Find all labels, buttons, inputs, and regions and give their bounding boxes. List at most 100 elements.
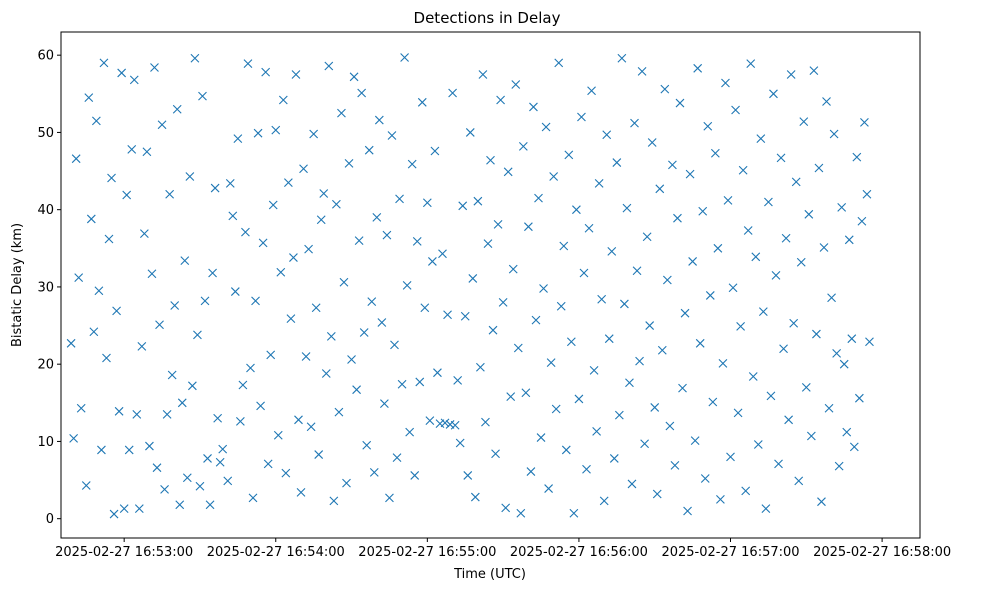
data-point (657, 345, 667, 355)
data-point (721, 78, 730, 88)
data-point (349, 72, 359, 82)
data-point (410, 471, 420, 480)
data-point (253, 128, 263, 138)
data-point (402, 280, 412, 290)
data-point (145, 441, 154, 451)
data-point (764, 197, 773, 207)
data-point (584, 223, 594, 233)
data-point (650, 403, 660, 412)
data-point (822, 97, 831, 106)
y-tick-label: 40 (37, 203, 54, 218)
data-point (493, 219, 503, 229)
data-point (142, 147, 152, 157)
data-point (405, 427, 415, 437)
data-point (637, 67, 647, 76)
data-point (829, 129, 839, 139)
data-point (114, 406, 124, 416)
data-point (415, 377, 425, 387)
data-point (511, 80, 521, 89)
data-point (483, 239, 493, 249)
data-point (852, 152, 862, 162)
data-point (612, 158, 622, 167)
data-point (647, 138, 657, 147)
data-point (587, 86, 596, 96)
data-point (614, 410, 624, 420)
data-point (478, 70, 488, 79)
data-point (796, 257, 806, 267)
data-point (165, 189, 175, 199)
data-point (756, 134, 766, 143)
data-point (577, 112, 586, 122)
data-point (574, 394, 584, 404)
x-tick-label: 2025-02-27 16:55:00 (358, 545, 496, 560)
data-point (66, 338, 76, 348)
data-point (546, 358, 556, 368)
data-point (640, 439, 650, 449)
data-point (81, 481, 91, 490)
data-point (620, 299, 629, 309)
data-point (428, 257, 437, 266)
data-point (524, 222, 533, 232)
data-point (688, 257, 698, 266)
y-tick-label: 0 (46, 512, 54, 527)
data-point (392, 453, 402, 463)
data-point (804, 209, 814, 219)
data-point (228, 211, 238, 221)
data-point (147, 269, 157, 279)
data-point (609, 454, 619, 463)
y-axis: 0 10 20 30 40 50 60 (37, 49, 61, 527)
data-point (695, 338, 705, 348)
data-point (748, 372, 758, 381)
data-point (304, 244, 313, 254)
data-point (860, 117, 869, 127)
data-point (486, 155, 495, 165)
data-point (251, 296, 260, 306)
data-point (241, 227, 250, 237)
data-point (190, 53, 200, 63)
data-point (693, 63, 703, 73)
data-point (690, 436, 700, 446)
data-point (69, 433, 79, 443)
data-point (518, 141, 528, 151)
data-point (713, 243, 723, 253)
data-point (468, 274, 478, 283)
data-point (357, 88, 367, 98)
data-point (819, 243, 829, 252)
x-tick-label: 2025-02-27 16:58:00 (813, 545, 951, 560)
data-point (849, 442, 859, 452)
data-point (526, 467, 536, 476)
data-point (369, 467, 379, 477)
data-point (210, 183, 220, 193)
data-point (91, 116, 101, 126)
data-point (465, 128, 475, 137)
data-point (167, 370, 177, 380)
data-point (508, 264, 518, 274)
data-point (824, 403, 834, 413)
data-point (857, 216, 867, 226)
data-point (834, 461, 844, 471)
data-point (556, 301, 566, 311)
data-point (513, 343, 523, 353)
data-point (541, 122, 551, 132)
data-point (453, 376, 463, 385)
data-point (670, 460, 680, 470)
data-point (675, 98, 685, 108)
data-point (450, 420, 460, 430)
data-point (278, 95, 288, 105)
data-point (625, 378, 634, 388)
data-point (71, 154, 81, 164)
data-point (539, 284, 548, 293)
data-point (117, 68, 127, 78)
data-point (738, 165, 748, 175)
data-point (579, 268, 589, 278)
data-point (726, 452, 735, 462)
data-point (458, 201, 468, 211)
x-axis-label: Time (UTC) (453, 567, 526, 582)
data-point (243, 59, 253, 69)
data-point (776, 153, 786, 163)
data-point (352, 385, 361, 395)
data-point (683, 506, 692, 516)
data-point (566, 337, 576, 347)
data-point (440, 418, 450, 428)
data-point (230, 287, 240, 296)
